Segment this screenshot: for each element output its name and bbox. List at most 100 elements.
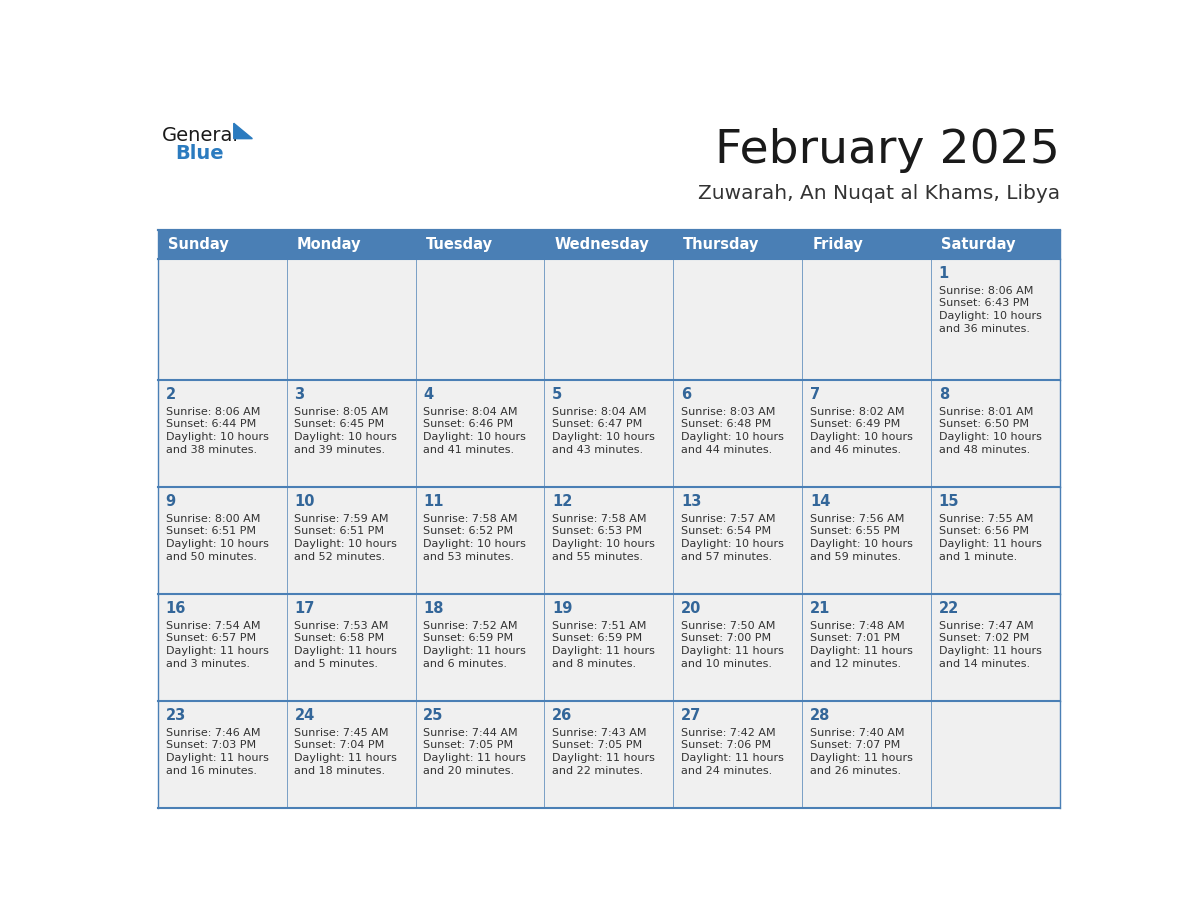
Text: Friday: Friday — [813, 237, 862, 252]
Text: Tuesday: Tuesday — [425, 237, 493, 252]
Text: Sunrise: 7:55 AM: Sunrise: 7:55 AM — [939, 513, 1034, 523]
Text: Sunday: Sunday — [168, 237, 228, 252]
Text: Sunrise: 7:58 AM: Sunrise: 7:58 AM — [552, 513, 646, 523]
Text: Daylight: 11 hours: Daylight: 11 hours — [295, 646, 397, 656]
Text: 3: 3 — [295, 387, 304, 402]
Text: Daylight: 11 hours: Daylight: 11 hours — [552, 646, 655, 656]
Text: Sunrise: 7:40 AM: Sunrise: 7:40 AM — [810, 728, 904, 738]
Text: Sunrise: 7:48 AM: Sunrise: 7:48 AM — [810, 621, 904, 631]
Text: Sunrise: 7:42 AM: Sunrise: 7:42 AM — [681, 728, 776, 738]
Text: 11: 11 — [423, 494, 444, 509]
Text: and 20 minutes.: and 20 minutes. — [423, 766, 514, 776]
Text: and 43 minutes.: and 43 minutes. — [552, 444, 643, 454]
Text: Sunrise: 8:02 AM: Sunrise: 8:02 AM — [810, 407, 904, 417]
Text: Daylight: 10 hours: Daylight: 10 hours — [810, 539, 912, 549]
Text: Sunset: 6:58 PM: Sunset: 6:58 PM — [295, 633, 385, 644]
Text: 6: 6 — [681, 387, 691, 402]
Text: 16: 16 — [165, 601, 187, 616]
Text: Sunrise: 7:53 AM: Sunrise: 7:53 AM — [295, 621, 388, 631]
Text: 13: 13 — [681, 494, 701, 509]
Text: and 12 minutes.: and 12 minutes. — [810, 659, 901, 668]
Text: Daylight: 11 hours: Daylight: 11 hours — [423, 646, 526, 656]
Bar — [158, 259, 1060, 379]
Text: and 8 minutes.: and 8 minutes. — [552, 659, 637, 668]
Text: Daylight: 10 hours: Daylight: 10 hours — [295, 431, 397, 442]
Text: Daylight: 11 hours: Daylight: 11 hours — [423, 753, 526, 763]
Bar — [674, 230, 802, 259]
Text: 17: 17 — [295, 601, 315, 616]
Text: 28: 28 — [810, 709, 830, 723]
Bar — [158, 230, 286, 259]
Text: 2: 2 — [165, 387, 176, 402]
Text: Sunset: 6:51 PM: Sunset: 6:51 PM — [295, 526, 385, 536]
Text: Sunset: 7:07 PM: Sunset: 7:07 PM — [810, 741, 901, 750]
Text: Sunrise: 7:50 AM: Sunrise: 7:50 AM — [681, 621, 776, 631]
Text: Daylight: 10 hours: Daylight: 10 hours — [552, 539, 655, 549]
Text: Sunset: 6:46 PM: Sunset: 6:46 PM — [423, 420, 513, 430]
Text: and 55 minutes.: and 55 minutes. — [552, 552, 643, 562]
Text: Sunrise: 7:54 AM: Sunrise: 7:54 AM — [165, 621, 260, 631]
Text: Sunset: 7:03 PM: Sunset: 7:03 PM — [165, 741, 255, 750]
Text: 15: 15 — [939, 494, 959, 509]
Text: 19: 19 — [552, 601, 573, 616]
Polygon shape — [234, 123, 252, 139]
Text: 25: 25 — [423, 709, 443, 723]
Text: Monday: Monday — [297, 237, 361, 252]
Text: Sunrise: 8:04 AM: Sunrise: 8:04 AM — [423, 407, 518, 417]
Text: and 46 minutes.: and 46 minutes. — [810, 444, 901, 454]
Bar — [416, 230, 544, 259]
Text: Sunset: 6:43 PM: Sunset: 6:43 PM — [939, 298, 1029, 308]
Text: and 24 minutes.: and 24 minutes. — [681, 766, 772, 776]
Text: Daylight: 11 hours: Daylight: 11 hours — [810, 646, 912, 656]
Text: and 6 minutes.: and 6 minutes. — [423, 659, 507, 668]
Text: and 5 minutes.: and 5 minutes. — [295, 659, 379, 668]
Text: Sunset: 6:45 PM: Sunset: 6:45 PM — [295, 420, 385, 430]
Text: Sunrise: 8:00 AM: Sunrise: 8:00 AM — [165, 513, 260, 523]
Text: 10: 10 — [295, 494, 315, 509]
Text: Sunset: 6:56 PM: Sunset: 6:56 PM — [939, 526, 1029, 536]
Text: Zuwarah, An Nuqat al Khams, Libya: Zuwarah, An Nuqat al Khams, Libya — [697, 184, 1060, 203]
Text: Sunrise: 7:59 AM: Sunrise: 7:59 AM — [295, 513, 388, 523]
Text: 18: 18 — [423, 601, 444, 616]
Text: 9: 9 — [165, 494, 176, 509]
Text: 4: 4 — [423, 387, 434, 402]
Text: and 36 minutes.: and 36 minutes. — [939, 324, 1030, 334]
Text: Sunset: 7:05 PM: Sunset: 7:05 PM — [423, 741, 513, 750]
Text: Sunset: 6:55 PM: Sunset: 6:55 PM — [810, 526, 899, 536]
Bar — [286, 230, 416, 259]
Text: Daylight: 10 hours: Daylight: 10 hours — [810, 431, 912, 442]
Text: and 41 minutes.: and 41 minutes. — [423, 444, 514, 454]
Text: 5: 5 — [552, 387, 562, 402]
Text: 22: 22 — [939, 601, 959, 616]
Text: Daylight: 11 hours: Daylight: 11 hours — [681, 753, 784, 763]
Text: 14: 14 — [810, 494, 830, 509]
Text: Daylight: 10 hours: Daylight: 10 hours — [423, 539, 526, 549]
Text: and 50 minutes.: and 50 minutes. — [165, 552, 257, 562]
Text: and 44 minutes.: and 44 minutes. — [681, 444, 772, 454]
Text: 21: 21 — [810, 601, 830, 616]
Text: Sunset: 7:00 PM: Sunset: 7:00 PM — [681, 633, 771, 644]
Text: and 59 minutes.: and 59 minutes. — [810, 552, 901, 562]
Text: Daylight: 11 hours: Daylight: 11 hours — [939, 646, 1042, 656]
Text: Sunset: 6:48 PM: Sunset: 6:48 PM — [681, 420, 771, 430]
Text: and 22 minutes.: and 22 minutes. — [552, 766, 644, 776]
Text: Daylight: 10 hours: Daylight: 10 hours — [939, 431, 1042, 442]
Text: Sunset: 6:49 PM: Sunset: 6:49 PM — [810, 420, 901, 430]
Text: Daylight: 11 hours: Daylight: 11 hours — [810, 753, 912, 763]
Text: Daylight: 11 hours: Daylight: 11 hours — [165, 646, 268, 656]
Text: 20: 20 — [681, 601, 701, 616]
Text: and 39 minutes.: and 39 minutes. — [295, 444, 386, 454]
Text: Wednesday: Wednesday — [555, 237, 649, 252]
Text: Sunrise: 7:44 AM: Sunrise: 7:44 AM — [423, 728, 518, 738]
Text: and 52 minutes.: and 52 minutes. — [295, 552, 386, 562]
Text: Sunset: 6:54 PM: Sunset: 6:54 PM — [681, 526, 771, 536]
Text: Sunset: 7:02 PM: Sunset: 7:02 PM — [939, 633, 1029, 644]
Text: Daylight: 10 hours: Daylight: 10 hours — [681, 431, 784, 442]
Text: Sunset: 6:50 PM: Sunset: 6:50 PM — [939, 420, 1029, 430]
Bar — [931, 230, 1060, 259]
Text: Daylight: 10 hours: Daylight: 10 hours — [165, 431, 268, 442]
Text: Sunset: 6:59 PM: Sunset: 6:59 PM — [552, 633, 643, 644]
Text: and 3 minutes.: and 3 minutes. — [165, 659, 249, 668]
Text: 23: 23 — [165, 709, 185, 723]
Text: 12: 12 — [552, 494, 573, 509]
